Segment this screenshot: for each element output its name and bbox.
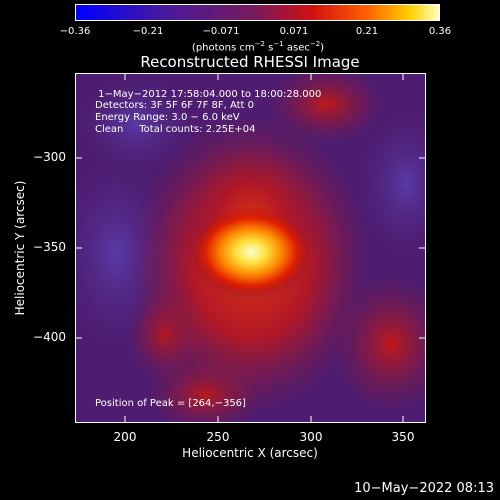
x-axis-label: Heliocentric X (arcsec) (182, 446, 318, 460)
x-tick-label: 300 (299, 430, 323, 444)
time-range-text: 1−May−2012 17:58:04.000 to 18:00:28.000 (95, 89, 322, 100)
y-tick-label: −350 (33, 240, 66, 254)
x-tick-label: 200 (113, 430, 137, 444)
colorbar-tick: 0.071 (279, 26, 309, 37)
energy-range-text: Energy Range: 3.0 − 6.0 keV (95, 112, 240, 123)
clean-counts-text: Clean Total counts: 2.25E+04 (95, 124, 256, 135)
colorbar-units: (photons cm−2 s−1 asec−2) (191, 40, 325, 54)
x-tick-label: 350 (391, 430, 415, 444)
colorbar-tick: 0.21 (355, 26, 379, 37)
colorbar-gradient (76, 5, 439, 20)
colorbar-tick: −0.071 (202, 26, 240, 37)
colorbar-tick: −0.36 (59, 26, 91, 37)
y-tick-label: −400 (33, 330, 66, 344)
peak-position-text: Position of Peak = [264,−356] (95, 398, 246, 409)
y-tick-label: −300 (33, 150, 66, 164)
colorbar-tick: −0.21 (132, 26, 164, 37)
colorbar-tick: 0.36 (428, 26, 452, 37)
image-plot-area (75, 73, 426, 423)
detectors-text: Detectors: 3F 5F 6F 7F 8F, Att 0 (95, 100, 255, 111)
heatmap-image (76, 74, 425, 422)
colorbar (75, 4, 440, 21)
x-tick-label: 250 (206, 430, 230, 444)
render-timestamp: 10−May−2022 08:13 (354, 481, 494, 496)
image-title: Reconstructed RHESSI Image (140, 53, 360, 71)
y-axis-label: Heliocentric Y (arcsec) (13, 180, 27, 316)
